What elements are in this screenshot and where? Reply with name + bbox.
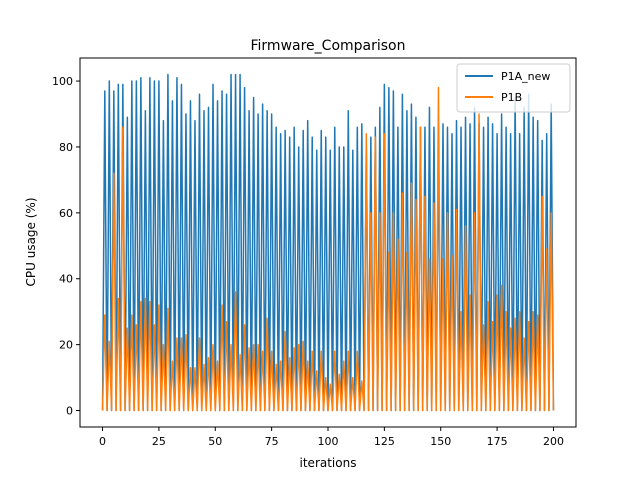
x-axis: 0 25 50 75 100 125 150 175 200 [99,427,564,448]
x-tick-label-5: 125 [374,435,395,448]
chart-title: Firmware_Comparison [251,38,406,54]
series-line-1 [101,86,555,412]
plot-lines [101,73,555,412]
x-axis-label: iterations [300,456,357,470]
x-tick-label-3: 75 [265,435,279,448]
x-tick-label-6: 150 [430,435,451,448]
x-tick-label-0: 0 [99,435,106,448]
legend: P1A_new P1B [456,63,571,113]
x-tick-label-7: 175 [487,435,508,448]
x-tick-label-1: 25 [152,435,166,448]
y-tick-label-2: 40 [59,273,73,286]
y-tick-label-3: 60 [59,207,73,220]
y-tick-label-4: 80 [59,141,73,154]
x-tick-label-2: 50 [208,435,222,448]
x-tick-label-4: 100 [318,435,339,448]
y-tick-label-5: 100 [52,75,73,88]
y-tick-label-0: 0 [66,405,73,418]
x-tick-label-8: 200 [543,435,564,448]
y-axis-label: CPU usage (%) [24,197,38,286]
y-axis: 0 20 40 60 80 100 [52,75,80,418]
legend-label-1: P1B [501,91,522,104]
legend-label-0: P1A_new [501,70,550,83]
y-tick-label-1: 20 [59,339,73,352]
